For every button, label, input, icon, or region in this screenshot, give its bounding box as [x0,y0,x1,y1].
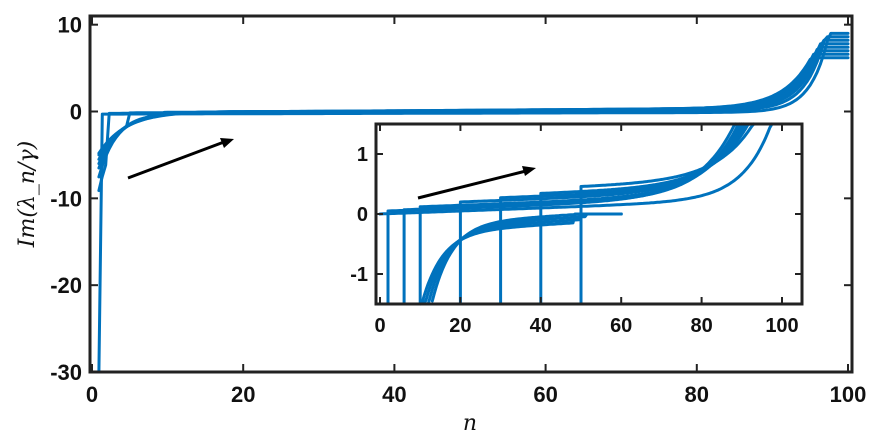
main-x-tick-label: 100 [830,382,867,407]
main-x-tick-label: 60 [533,382,557,407]
main-y-tick-label: 0 [70,100,82,125]
main-series-lines [97,31,850,374]
inset-y-tick-label: -1 [350,264,368,286]
y-axis-title-group: Im(λ_n/γ) [15,141,40,248]
inset-lower-branch [430,212,623,303]
inset-y-tick-label: 1 [357,144,368,166]
inset-y-tick-label: 0 [357,204,368,226]
main-x-tick-label: 80 [685,382,709,407]
main-y-tick-label: -20 [50,273,82,298]
main-trend-arrow [127,138,234,180]
inset-x-tick-label: 80 [690,315,712,337]
inset-trend-arrow [417,166,536,200]
inset-axis-ticks: 0 20 40 60 80 100 1 0 -1 [350,124,802,337]
x-axis-title: n [463,411,477,436]
inset-x-tick-label: 100 [765,315,798,337]
inset-series-lines [378,122,774,306]
main-x-tick-label: 40 [382,382,406,407]
y-axis-title: Im(λ_n/γ) [15,141,40,248]
main-y-tick-label: -30 [50,360,82,385]
inset-x-tick-label: 0 [374,315,385,337]
main-y-tick-label: 10 [58,13,82,38]
inset-series-line [579,122,756,306]
inset-plot: 0 20 40 60 80 100 1 0 -1 [350,122,804,337]
main-series-line [97,56,850,155]
inset-x-tick-label: 40 [530,315,552,337]
main-plot-frame [88,14,854,374]
inset-x-tick-label: 20 [449,315,471,337]
main-x-tick-label: 0 [86,382,98,407]
main-y-tick-label: -10 [50,186,82,211]
inset-x-tick-label: 60 [610,315,632,337]
inset-series-line [378,122,774,216]
main-x-tick-label: 20 [231,382,255,407]
